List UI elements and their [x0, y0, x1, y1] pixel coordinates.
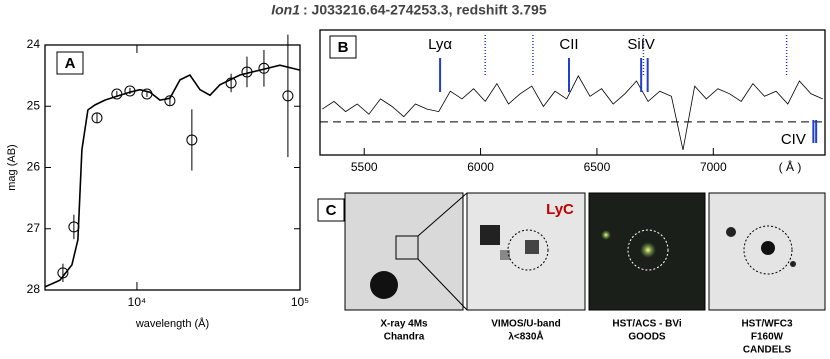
spectrum [322, 75, 823, 150]
photometry-point [124, 85, 136, 97]
image-caption: CANDELS [743, 345, 792, 356]
panel-label: A [65, 55, 76, 72]
x-axis-label: ( Å ) [779, 159, 802, 174]
y-tick-label: 25 [27, 98, 41, 112]
y-tick-label: 27 [27, 221, 41, 235]
panel-label-box [329, 35, 357, 59]
title-name: Ion1 [271, 2, 300, 18]
panel-label: C [326, 202, 337, 219]
line-label: CII [559, 36, 578, 53]
line-label: SiIV [627, 36, 655, 53]
image-caption: HST/ACS - BVi [612, 319, 681, 330]
x-axis-label: wavelength (Å) [135, 317, 209, 330]
photometry-point [258, 62, 270, 74]
x-tick-label: 10⁵ [291, 295, 309, 309]
image-caption: λ<830Å [508, 330, 543, 343]
photometry-point [141, 88, 153, 100]
image-caption: GOODS [628, 332, 666, 343]
y-tick-label: 24 [27, 37, 41, 51]
image-caption: F160W [751, 332, 784, 343]
photometry-point [68, 221, 80, 233]
x-tick-label: 6500 [584, 160, 611, 174]
x-tick-label: 6000 [467, 160, 494, 174]
title-text: : J033216.64-274253.3, redshift 3.795 [303, 2, 547, 18]
photometry-point [111, 88, 123, 100]
y-axis-label: mag (AB) [6, 144, 18, 190]
photometry-point [164, 95, 176, 107]
image-caption: X-ray 4Ms [380, 319, 428, 330]
line-label: CIV [781, 131, 806, 148]
image-caption: HST/WFC3 [741, 319, 793, 330]
y-tick-label: 26 [27, 160, 41, 174]
photometry-point [57, 267, 69, 279]
panel-c-images [344, 192, 826, 311]
line-label: Lyα [428, 36, 452, 53]
photometry-point [91, 112, 103, 124]
photometry-point [225, 77, 237, 89]
model-sed [44, 64, 301, 288]
plot-frame [319, 29, 826, 156]
x-tick-label: 7000 [700, 160, 727, 174]
lyc-label: LyC [546, 201, 574, 218]
panel-label-box [56, 51, 84, 75]
y-tick-label: 28 [27, 282, 41, 296]
x-tick-label: 10⁴ [128, 295, 147, 309]
panel-label-box [317, 198, 345, 222]
photometry-point [186, 134, 198, 146]
panel-label: B [338, 39, 349, 56]
image-caption: VIMOS/U-band [491, 319, 560, 330]
photometry-point [241, 66, 253, 78]
image-caption: Chandra [384, 332, 425, 343]
plot-frame [44, 44, 301, 291]
x-tick-label: 5500 [351, 160, 378, 174]
photometry-point [282, 90, 294, 102]
